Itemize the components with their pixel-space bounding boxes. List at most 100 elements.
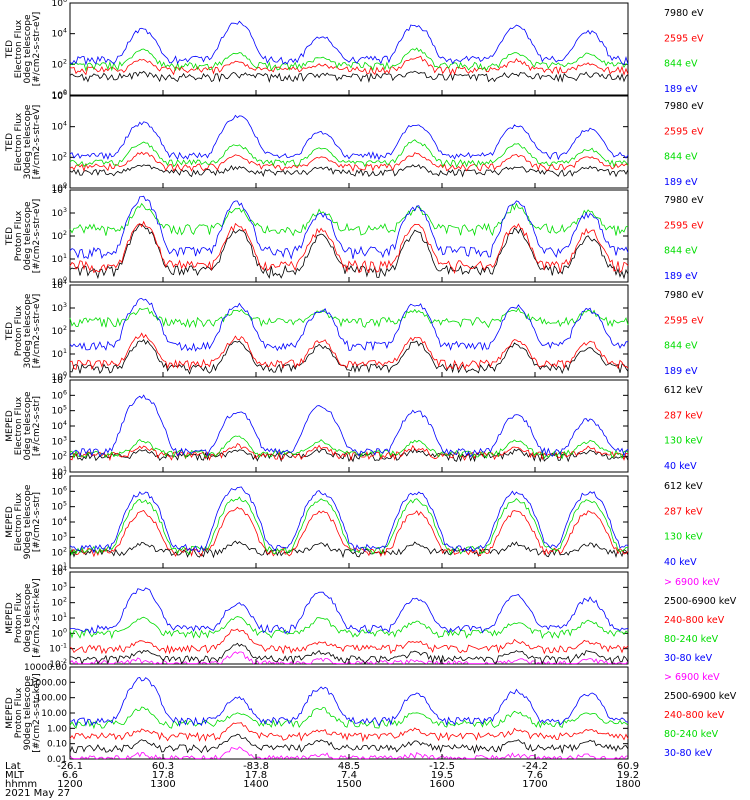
legend-entry: 240-800 keV [664,710,725,721]
x-tick-mlt: 6.6 [62,770,78,781]
legend-entry: 844 eV [664,246,698,257]
legend-entry: 844 eV [664,59,698,70]
x-tick-lat: 48.5 [338,761,360,772]
panel-frame [69,666,629,760]
legend-entry: 189 eV [664,84,698,95]
y-tick-label: 104 [52,28,67,40]
series-line [69,20,629,66]
series-line [69,195,629,260]
y-axis-label-line: [#/cm2-s-str-keV] [32,578,42,657]
y-tick-label: 106 [52,90,67,102]
y-axis-label-line: TED [5,227,15,246]
legend-entry: 2500-6900 keV [664,691,737,702]
series-line [69,722,629,743]
legend-entry: 2500-6900 keV [664,596,737,607]
series-line [69,628,629,655]
y-tick-label: 10-1 [49,643,67,655]
y-tick-label: 102 [52,597,67,609]
y-tick-label: 10.00 [41,709,67,719]
x-tick-mlt: 17.8 [245,770,267,781]
y-tick-label: 100.00 [36,694,68,704]
y-tick-label: 104 [52,279,67,291]
x-tick-hhmm: 1200 [57,779,82,790]
series-line [69,114,629,161]
y-axis-label-line: Proton Flux [14,305,24,356]
panel-frame [69,2,629,96]
legend-entry: 2595 eV [664,315,704,326]
x-tick-hhmm: 1300 [150,779,175,790]
y-tick-label: 106 [52,485,67,497]
x-row-label-mlt: MLT [5,770,25,781]
y-tick-label: 1000.00 [30,678,67,688]
x-tick-lat: -24.2 [522,761,548,772]
series-line [69,202,629,237]
y-axis-label-line: [#/cm2-s-str] [32,396,42,456]
legend-entry: 80-240 keV [664,634,719,645]
y-tick-label: 101 [52,253,67,265]
series-line [69,587,629,634]
series-line [69,616,629,640]
y-tick-label: 0.10 [47,740,67,750]
y-tick-label: 106 [52,389,67,401]
legend-entry: 287 keV [664,410,703,421]
y-tick-label: 105 [52,501,67,513]
y-axis-label-line: 90deg telescope [23,484,33,559]
x-tick-hhmm: 1500 [336,779,361,790]
y-axis-label-line: MEPED [5,410,15,442]
y-tick-label: 102 [52,547,67,559]
y-axis-label-line: Electron Flux [14,112,24,171]
y-axis-label-line: [#/cm2-s-str-eV] [32,294,42,369]
y-axis-label-line: [#/cm2-s-str] [32,492,42,552]
x-tick-mlt: 7.6 [527,770,543,781]
series-line [69,435,629,460]
y-tick-label: 104 [52,184,67,196]
series-line [69,506,629,558]
legend-entry: 7980 eV [664,290,704,301]
series-line [69,338,629,375]
y-tick-label: 102 [52,451,67,463]
legend-entry: > 6900 keV [664,577,720,588]
y-tick-label: 105 [52,405,67,417]
legend-entry: 7980 eV [664,8,704,19]
legend-entry: 844 eV [664,152,698,163]
legend-entry: 2595 eV [664,126,704,137]
y-axis-label-line: [#/cm2-s-str-keV] [32,673,42,752]
y-axis-label-line: Electron Flux [14,396,24,455]
series-line [69,677,629,727]
y-axis-label-line: 0deg telescope [23,14,33,84]
y-axis-label-line: Proton Flux [14,210,24,261]
legend-entry: 40 keV [664,461,697,472]
legend-entry: 130 keV [664,436,703,447]
legend-entry: 287 keV [664,506,703,517]
legend-entry: 2595 eV [664,33,704,44]
panel-frame [69,284,629,378]
legend-entry: 189 eV [664,177,698,188]
y-axis-label-line: TED [5,133,15,152]
series-line [69,496,628,556]
y-tick-label: 103 [52,581,67,593]
y-tick-label: 104 [52,121,67,133]
x-row-label-hhmm: hhmm [5,779,37,790]
x-tick-mlt: 17.8 [152,770,174,781]
y-tick-label: 103 [52,302,67,314]
series-line [69,486,629,554]
x-tick-hhmm: 1700 [522,779,547,790]
y-tick-label: 101 [52,612,67,624]
legend-entry: 189 eV [664,271,698,282]
series-line [69,151,629,172]
y-axis-label-line: 0deg telescope [23,201,33,271]
y-tick-label: 104 [52,516,67,528]
